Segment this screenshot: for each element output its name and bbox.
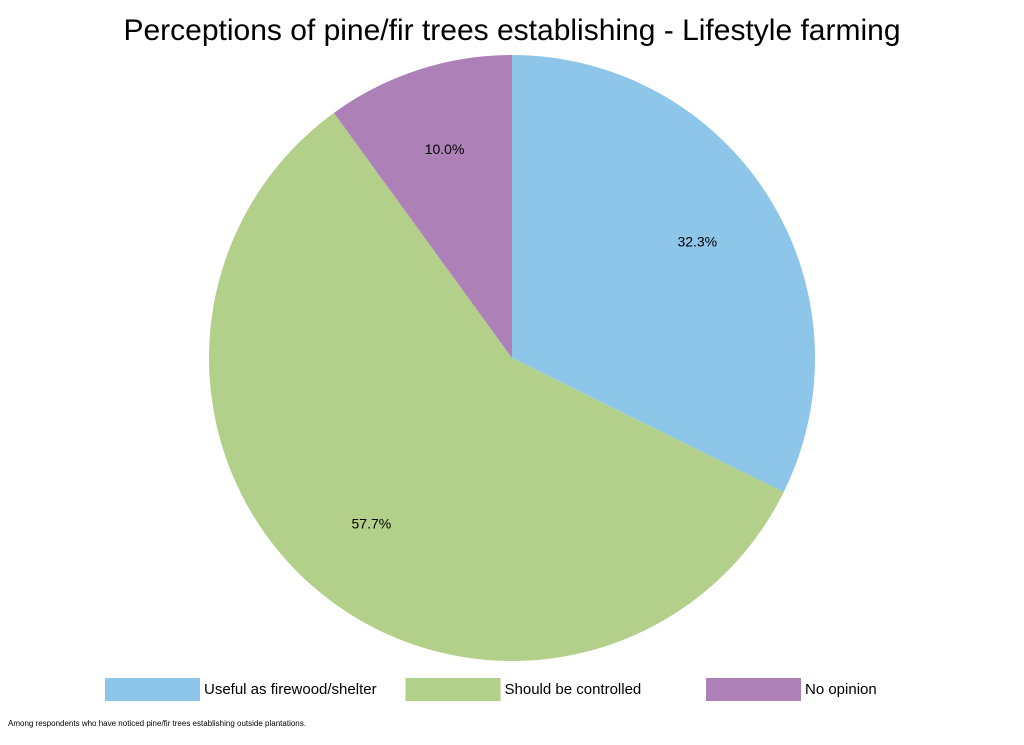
legend-swatch [405, 678, 501, 701]
legend-label: No opinion [805, 681, 877, 698]
pie-slice [512, 55, 816, 493]
pie-slice [208, 112, 784, 661]
chart-title: Perceptions of pine/fir trees establishi… [123, 14, 900, 47]
data-label: 32.3% [677, 234, 717, 250]
pie-slice [333, 55, 512, 358]
data-label: 57.7% [352, 515, 392, 531]
legend-label: Should be controlled [505, 681, 642, 698]
legend-swatch [706, 678, 801, 701]
footnote: Among respondents who have noticed pine/… [8, 719, 306, 728]
legend-swatch [105, 678, 200, 701]
legend-label: Useful as firewood/shelter [204, 681, 377, 698]
data-label: 10.0% [425, 141, 465, 157]
